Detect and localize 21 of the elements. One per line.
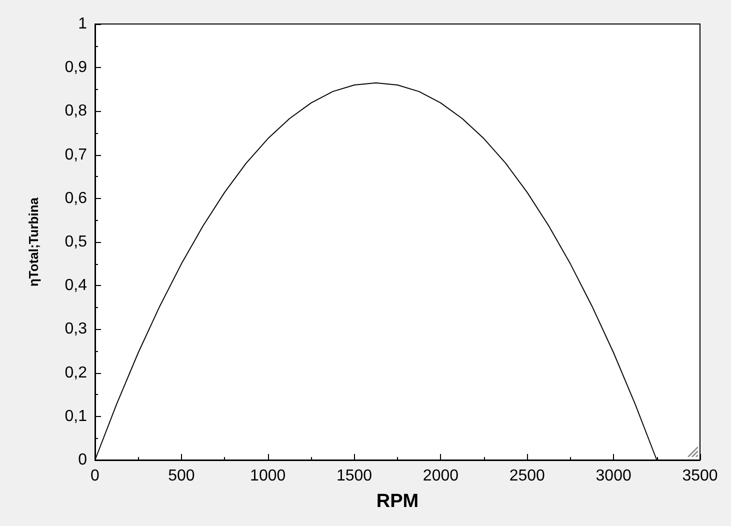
y-tick-label: 0,9	[64, 59, 88, 76]
y-tick-label: 0	[78, 452, 88, 468]
x-tick-label: 2000	[422, 468, 459, 484]
y-axis-title: ηTotal;Turbina	[26, 196, 41, 287]
y-tick-label: 0,3	[64, 320, 88, 338]
x-tick-label: 2500	[509, 468, 546, 484]
x-tick-label: 3500	[682, 468, 718, 484]
x-tick-label: 1000	[250, 468, 286, 484]
y-tick-label: 0,4	[64, 277, 88, 294]
x-axis-title: RPM	[376, 491, 419, 512]
y-tick-label: 0,5	[64, 234, 88, 250]
y-tick-label: 1	[78, 16, 88, 32]
y-tick-label: 0,6	[64, 190, 88, 207]
y-tick-label: 0,2	[64, 364, 88, 382]
x-tick-label: 0	[90, 468, 100, 484]
y-tick-label: 0,8	[64, 102, 88, 120]
x-tick-label: 1500	[336, 468, 372, 484]
y-tick-label: 0,1	[64, 408, 88, 425]
x-tick-label: 500	[168, 468, 195, 484]
x-tick-label: 3000	[596, 468, 632, 484]
y-tick-label: 0,7	[64, 146, 88, 164]
